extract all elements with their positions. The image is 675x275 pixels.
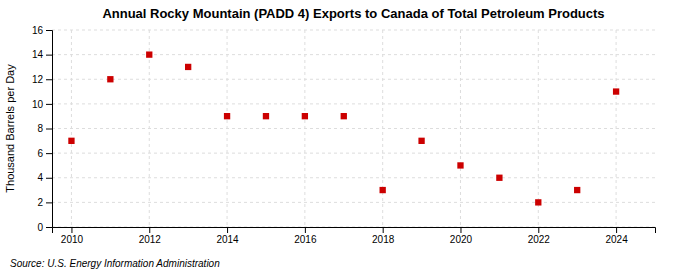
y-tick: 4	[37, 172, 52, 183]
point	[68, 138, 74, 144]
x-tick-label: 2010	[61, 234, 84, 245]
y-tick-mark	[46, 55, 52, 56]
x-tick-label: 2012	[139, 234, 162, 245]
y-tick-label: 14	[32, 49, 44, 60]
y-tick: 10	[32, 99, 52, 110]
x-tick-label: 2024	[605, 234, 628, 245]
y-tick: 8	[37, 123, 52, 134]
y-tick: 12	[32, 74, 52, 85]
y-tick: 2	[37, 197, 52, 208]
x-tick: 2014	[216, 227, 239, 245]
y-tick-label: 2	[37, 197, 43, 208]
point	[496, 175, 502, 181]
grid-line-y	[52, 202, 655, 203]
y-tick-label: 12	[32, 74, 44, 85]
grid-line-y	[52, 30, 655, 31]
chart-container: 2010 2012 2014 2016 2018 2020 2022 2024 0 2 4 6 8 10 1…	[0, 0, 675, 275]
point	[574, 187, 580, 193]
x-tick-label: 2022	[528, 234, 551, 245]
y-tick: 6	[37, 148, 52, 159]
y-tick: 16	[32, 25, 52, 36]
grid	[52, 30, 655, 227]
title: Annual Rocky Mountain (PADD 4) Exports t…	[102, 6, 604, 21]
x-axis-line	[53, 228, 656, 234]
chart-svg: 2010 2012 2014 2016 2018 2020 2022 2024 0 2 4 6 8 10 1…	[0, 0, 675, 275]
x-tick-mark	[383, 227, 384, 233]
x-tick-label: 2016	[294, 234, 317, 245]
grid-line-y	[52, 128, 655, 129]
x-tick-mark	[460, 227, 461, 233]
x-tick-mark	[227, 227, 228, 233]
grid-line-y	[52, 54, 655, 55]
point	[185, 64, 191, 70]
y-tick: 14	[32, 49, 52, 60]
x-tick: 2010	[61, 227, 84, 245]
y-axis-line	[46, 31, 53, 228]
y-tick: 0	[37, 222, 52, 233]
y-tick-mark	[46, 178, 52, 179]
x-tick-mark	[616, 227, 617, 233]
y-tick-label: 16	[32, 25, 44, 36]
y-tick-mark	[46, 153, 52, 154]
point	[302, 113, 308, 119]
point	[613, 88, 619, 94]
point	[224, 113, 230, 119]
x-tick-label: 2020	[450, 234, 473, 245]
grid-line-y	[52, 103, 655, 104]
x-tick-mark	[538, 227, 539, 233]
point	[146, 51, 152, 57]
y-tick-label: 8	[37, 123, 43, 134]
point	[263, 113, 269, 119]
points	[68, 51, 619, 205]
y-tick-mark	[46, 202, 52, 203]
point	[535, 199, 541, 205]
x-tick-label: 2014	[216, 234, 239, 245]
y-tick-mark	[46, 104, 52, 105]
source: Source: U.S. Energy Information Administ…	[10, 258, 220, 269]
x-tick-mark	[71, 227, 72, 233]
x-tick: 2024	[605, 227, 628, 245]
x-tick-mark	[305, 227, 306, 233]
x-tick: 2018	[372, 227, 395, 245]
y-tick-label: 4	[37, 172, 43, 183]
grid-line-y	[52, 79, 655, 80]
x-axis: 2010 2012 2014 2016 2018 2020 2022 2024	[53, 227, 656, 245]
y-tick-mark	[46, 227, 52, 228]
y-tick-mark	[46, 79, 52, 80]
x-tick-label: 2018	[372, 234, 395, 245]
x-tick: 2022	[528, 227, 551, 245]
point	[341, 113, 347, 119]
y-tick-label: 6	[37, 148, 43, 159]
grid-line-y	[52, 153, 655, 154]
y-axis-title: Thousand Barrels per Day	[4, 64, 16, 193]
grid-line-y	[52, 177, 655, 178]
point	[380, 187, 386, 193]
y-tick-mark	[46, 30, 52, 31]
x-tick: 2020	[450, 227, 473, 245]
y-tick-label: 10	[32, 99, 44, 110]
y-axis: 0 2 4 6 8 10 12 14 16	[32, 25, 53, 233]
plot-area: 2010 2012 2014 2016 2018 2020 2022 2024 0 2 4 6 8 10 1…	[32, 25, 656, 245]
point	[107, 76, 113, 82]
y-tick-mark	[46, 129, 52, 130]
y-tick-label: 0	[37, 222, 43, 233]
x-tick: 2016	[294, 227, 317, 245]
x-tick-mark	[149, 227, 150, 233]
point	[418, 138, 424, 144]
point	[457, 162, 463, 168]
x-tick: 2012	[139, 227, 162, 245]
